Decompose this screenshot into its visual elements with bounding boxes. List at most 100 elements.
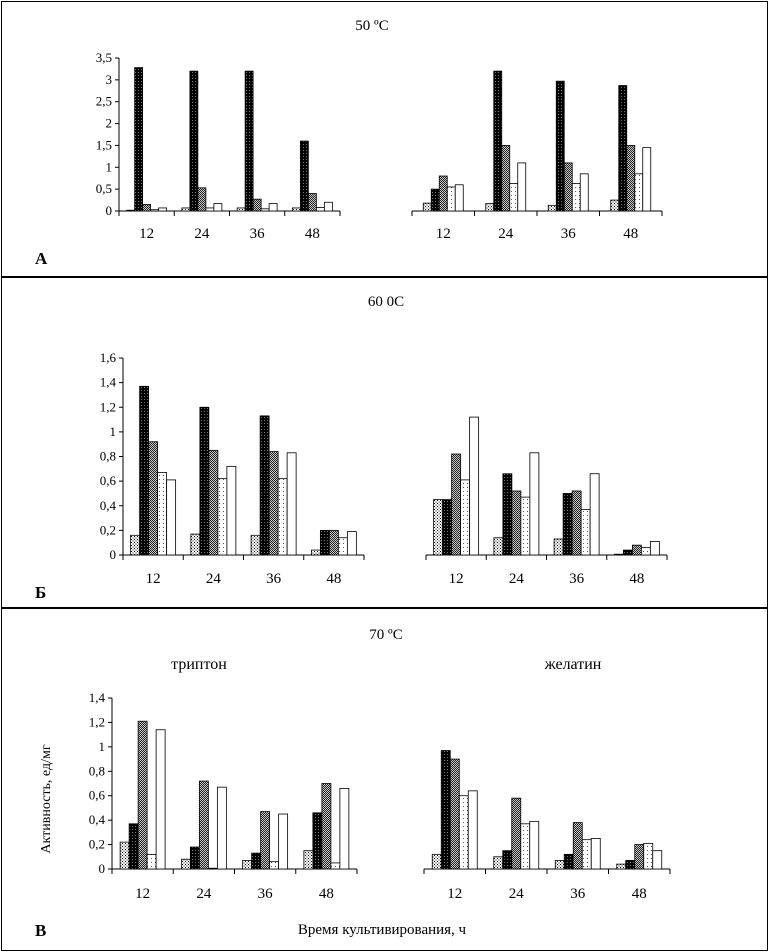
- bar: [430, 188, 440, 212]
- bar: [640, 547, 651, 556]
- y-axis-label: Активность, ед/мг: [39, 744, 54, 853]
- bar: [460, 479, 471, 556]
- chart-title: 60 0С: [368, 294, 404, 310]
- bar: [571, 183, 581, 212]
- x-tick-label: 24: [194, 226, 210, 242]
- bar: [148, 441, 159, 556]
- bar: [310, 549, 321, 556]
- bar: [634, 173, 644, 212]
- x-tick-label: 48: [623, 226, 638, 242]
- bar: [307, 193, 317, 212]
- bar: [563, 853, 574, 870]
- x-tick-label: 48: [326, 571, 341, 587]
- bar: [509, 183, 519, 212]
- y-tick-label: 2: [106, 116, 113, 131]
- x-tick-label: 48: [629, 571, 644, 587]
- bar: [260, 208, 270, 212]
- y-tick-label: 0,6: [100, 473, 117, 488]
- x-tick-label: 12: [135, 886, 150, 902]
- bar: [616, 863, 627, 870]
- bar: [529, 452, 540, 556]
- bar: [442, 499, 453, 556]
- bar: [643, 842, 654, 870]
- bar: [433, 499, 444, 556]
- y-tick-label: 0,2: [100, 522, 116, 537]
- x-tick-label: 12: [139, 226, 154, 242]
- y-tick-label: 1: [99, 739, 106, 754]
- bar: [226, 465, 237, 556]
- bar: [446, 186, 456, 212]
- bar: [652, 850, 663, 870]
- bar: [252, 198, 262, 212]
- y-tick-label: 1,5: [96, 137, 112, 152]
- bar: [553, 538, 564, 556]
- bar: [199, 406, 210, 556]
- chart-svg-c: 70 ºС триптон желатин Активность, ед/мг …: [35, 627, 671, 940]
- plot-area: 0 0,5 1 1,5 2 2,5 3 3,5 12 24 36 48 12 24 36 48: [96, 50, 663, 242]
- x-tick-label: 24: [206, 571, 222, 587]
- bar: [613, 553, 624, 556]
- bar: [572, 822, 583, 870]
- bar: [346, 531, 357, 556]
- bar: [250, 534, 261, 556]
- chart-title: 70 ºС: [369, 627, 402, 643]
- bar: [134, 67, 144, 212]
- bar: [579, 173, 589, 212]
- panel-b-chart: 60 0С Б 0 0,2 0,4 0,6 0,8 1 1,2 1,4 1,6 12 24 36 48 1…: [1, 277, 768, 608]
- bar: [339, 787, 350, 870]
- bar: [493, 537, 504, 556]
- y-tick-label: 0,8: [89, 763, 105, 778]
- bar: [269, 861, 280, 870]
- y-tick-label: 1,2: [89, 714, 105, 729]
- bar: [277, 478, 288, 556]
- x-tick-label: 36: [266, 571, 282, 587]
- bar: [216, 786, 227, 870]
- bar: [303, 850, 314, 870]
- bar: [197, 187, 207, 212]
- bar: [278, 813, 289, 870]
- bar: [181, 207, 191, 212]
- bar: [180, 858, 191, 870]
- bar: [319, 529, 330, 556]
- bar: [431, 853, 442, 870]
- bar: [467, 790, 478, 870]
- bar: [580, 509, 591, 556]
- bar: [520, 823, 531, 870]
- x-tick-label: 24: [498, 226, 514, 242]
- x-tick-label: 12: [146, 571, 161, 587]
- bar: [330, 862, 341, 870]
- bar: [469, 416, 480, 556]
- x-tick-label: 48: [305, 226, 320, 242]
- bar: [438, 175, 448, 212]
- bar: [155, 729, 166, 870]
- bar: [631, 544, 642, 556]
- bar: [502, 850, 513, 870]
- bar: [563, 162, 573, 212]
- bar: [291, 207, 301, 212]
- bar: [236, 207, 246, 212]
- bar: [440, 750, 451, 870]
- group-label-gelatin: желатин: [544, 656, 602, 673]
- bar: [244, 70, 254, 212]
- bar: [458, 795, 469, 870]
- bar: [137, 720, 148, 870]
- panel-a-chart: 50 ºС А 0 0,5 1 1,5 2 2,5 3 3,5 12 24 36 48 12 24 36 48: [1, 1, 768, 277]
- y-tick-label: 0,6: [89, 788, 106, 803]
- y-tick-label: 0,8: [100, 449, 116, 464]
- y-tick-label: 0: [110, 547, 117, 562]
- bar: [142, 204, 152, 212]
- plot-area: 0 0,2 0,4 0,6 0,8 1 1,2 1,4 12 24 36 48 12 24 36 48: [89, 690, 671, 902]
- bar: [626, 145, 636, 212]
- bar: [242, 860, 253, 870]
- bar: [618, 85, 628, 212]
- bar: [205, 207, 215, 212]
- panel-label: А: [35, 249, 48, 268]
- bar: [189, 70, 199, 212]
- bar: [502, 473, 513, 556]
- bar: [198, 780, 209, 870]
- x-tick-label: 24: [509, 571, 525, 587]
- bar: [217, 478, 228, 556]
- chart-svg-a: 50 ºС А 0 0,5 1 1,5 2 2,5 3 3,5 12 24 36 48 12 24 36 48: [35, 18, 663, 268]
- bar: [529, 820, 540, 870]
- y-tick-label: 1: [110, 424, 117, 439]
